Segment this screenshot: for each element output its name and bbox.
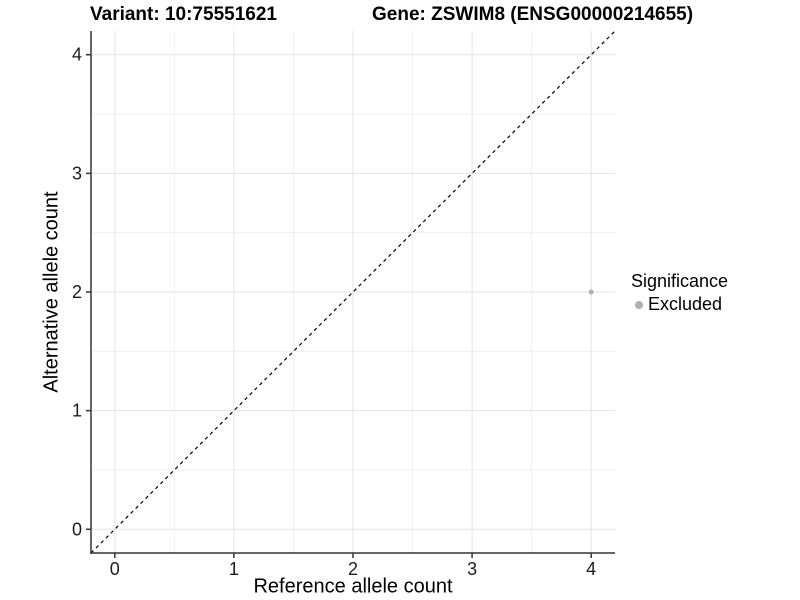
data-point: [588, 289, 594, 295]
x-tick-label: 4: [586, 559, 596, 579]
x-axis-title: Reference allele count: [253, 575, 453, 598]
plot-title-variant: Variant: 10:75551621: [90, 4, 277, 25]
legend-item-label: Excluded: [648, 294, 723, 314]
y-tick-label: 0: [72, 519, 82, 539]
identity-dashed-line: [90, 30, 616, 554]
x-tick-label: 0: [110, 559, 120, 579]
x-tick-label: 3: [467, 559, 477, 579]
legend: Significance Excluded: [628, 271, 728, 315]
y-axis-title: Alternative allele count: [40, 191, 63, 393]
x-tick-label: 1: [229, 559, 239, 579]
y-tick-label: 1: [72, 401, 82, 421]
x-tick-label: 2: [348, 559, 358, 579]
legend-title: Significance: [631, 271, 729, 291]
y-tick-label: 4: [72, 45, 82, 65]
y-tick-label: 2: [72, 282, 82, 302]
plot-title-gene: Gene: ZSWIM8 (ENSG00000214655): [372, 4, 694, 25]
y-tick-label: 3: [72, 163, 82, 183]
legend-item-excluded: Excluded: [628, 294, 728, 315]
legend-point-icon: [635, 300, 643, 309]
